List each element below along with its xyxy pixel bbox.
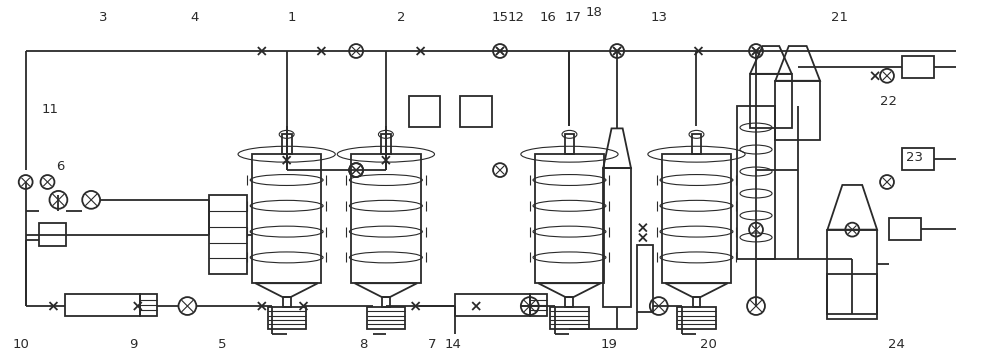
Bar xyxy=(693,297,700,307)
Text: 5: 5 xyxy=(218,338,226,351)
Bar xyxy=(367,307,405,329)
Text: 12: 12 xyxy=(507,11,524,24)
Text: 7: 7 xyxy=(428,338,437,351)
Text: 23: 23 xyxy=(906,151,923,164)
Bar xyxy=(677,307,716,329)
Text: 3: 3 xyxy=(99,11,107,24)
Text: 1: 1 xyxy=(287,11,296,24)
Bar xyxy=(455,294,530,316)
Bar xyxy=(382,297,390,307)
Bar xyxy=(460,96,492,127)
Text: 19: 19 xyxy=(601,338,618,351)
Text: 21: 21 xyxy=(831,11,848,24)
Text: 22: 22 xyxy=(880,96,897,109)
Text: 14: 14 xyxy=(445,338,462,351)
Text: 13: 13 xyxy=(650,11,667,24)
Bar xyxy=(775,81,820,140)
Text: 11: 11 xyxy=(42,103,59,115)
Text: 16: 16 xyxy=(539,11,556,24)
Bar xyxy=(530,294,547,316)
Text: 10: 10 xyxy=(12,338,29,351)
Bar xyxy=(902,56,934,78)
Text: 20: 20 xyxy=(700,338,717,351)
Bar xyxy=(550,307,589,329)
Bar xyxy=(637,244,653,312)
Bar xyxy=(827,274,877,314)
Bar xyxy=(39,223,66,247)
Text: 18: 18 xyxy=(586,6,603,19)
Bar xyxy=(381,134,391,154)
Bar xyxy=(252,154,321,283)
Text: 15: 15 xyxy=(492,11,509,24)
Text: 24: 24 xyxy=(888,338,905,351)
Bar xyxy=(603,168,631,307)
Bar xyxy=(268,307,306,329)
Bar xyxy=(565,134,574,154)
Bar xyxy=(282,134,292,154)
Text: 4: 4 xyxy=(190,11,199,24)
Bar xyxy=(65,294,140,316)
Bar xyxy=(409,96,440,127)
Bar xyxy=(283,297,291,307)
Bar xyxy=(902,148,934,170)
Bar xyxy=(535,154,604,283)
Bar xyxy=(692,134,701,154)
Text: 8: 8 xyxy=(359,338,367,351)
Bar xyxy=(565,297,573,307)
Text: 2: 2 xyxy=(397,11,405,24)
Bar xyxy=(737,106,775,260)
Bar xyxy=(750,74,792,129)
Bar xyxy=(140,294,157,316)
Bar xyxy=(662,154,731,283)
Bar xyxy=(889,218,921,240)
Text: 17: 17 xyxy=(565,11,582,24)
Text: 6: 6 xyxy=(56,160,65,173)
Text: 9: 9 xyxy=(129,338,137,351)
Bar xyxy=(209,195,247,274)
Bar xyxy=(351,154,421,283)
Bar xyxy=(827,230,877,319)
